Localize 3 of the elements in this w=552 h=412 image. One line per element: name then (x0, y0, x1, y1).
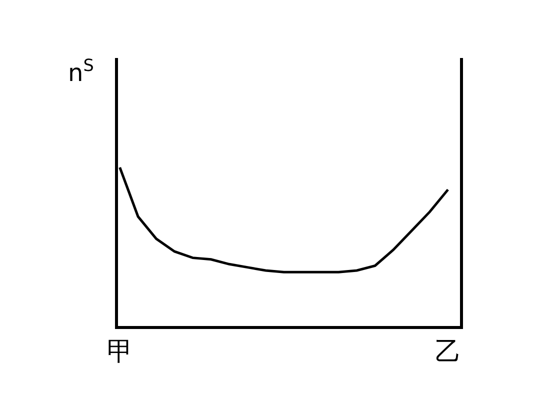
x-tick-label: 甲 (106, 337, 133, 368)
x-tick-label: 乙 (434, 337, 461, 368)
y-axis-title: n$^{S}$ (68, 55, 94, 88)
